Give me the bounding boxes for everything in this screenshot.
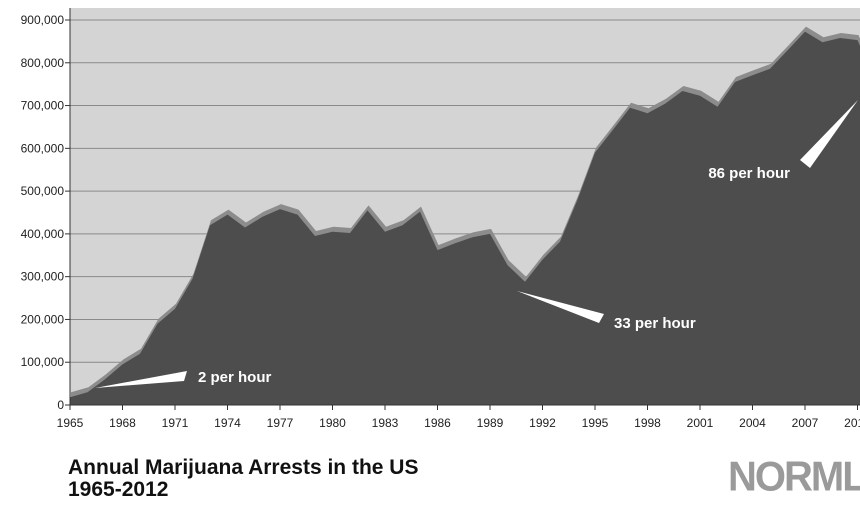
x-tick-label: 1965 [57, 416, 84, 430]
y-tick-label: 200,000 [21, 312, 65, 326]
y-tick-label: 800,000 [21, 56, 65, 70]
y-tick-label: 0 [57, 398, 64, 412]
x-tick-label: 1989 [477, 416, 504, 430]
y-tick-label: 300,000 [21, 270, 65, 284]
x-tick-label: 1995 [582, 416, 609, 430]
y-tick-label: 100,000 [21, 355, 65, 369]
x-axis: 1965 1968 1971 1974 1977 1980 1983 1986 1989 1992… [57, 405, 860, 430]
y-axis: 0 100,000 200,000 300,000 400,000 500,000 600,… [21, 13, 70, 412]
x-tick-label: 1977 [267, 416, 294, 430]
annotations: 2 per hour 33 per hour 86 per hour [95, 100, 858, 388]
x-tick-label: 2004 [739, 416, 766, 430]
annotation-pointer [517, 291, 604, 323]
y-tick-label: 400,000 [21, 227, 65, 241]
annotation-pointer [800, 100, 858, 168]
chart-title-block: Annual Marijuana Arrests in the US 1965-… [68, 457, 418, 501]
y-tick-label: 900,000 [21, 13, 65, 27]
x-tick-label: 1992 [529, 416, 556, 430]
y-tick-label: 700,000 [21, 99, 65, 113]
chart-subtitle: 1965-2012 [68, 478, 169, 501]
chart-title: Annual Marijuana Arrests in the US [68, 456, 419, 479]
arrests-area [70, 31, 860, 405]
x-tick-label: 2010 [844, 416, 860, 430]
x-tick-label: 1968 [109, 416, 136, 430]
annotation-label: 2 per hour [198, 369, 272, 386]
annotation-label: 33 per hour [614, 315, 696, 332]
annotation-label: 86 per hour [708, 165, 790, 182]
x-tick-label: 1971 [162, 416, 189, 430]
x-tick-label: 1986 [424, 416, 451, 430]
norml-logo: NORML [728, 453, 860, 501]
y-tick-label: 500,000 [21, 184, 65, 198]
y-tick-label: 600,000 [21, 141, 65, 155]
annotation-pointer [95, 371, 187, 388]
x-tick-label: 2007 [792, 416, 819, 430]
x-tick-label: 1998 [634, 416, 661, 430]
x-tick-label: 1983 [372, 416, 399, 430]
x-tick-label: 1980 [319, 416, 346, 430]
chart: 0 100,000 200,000 300,000 400,000 500,000 600,… [21, 8, 860, 430]
x-tick-label: 1974 [214, 416, 241, 430]
x-tick-label: 2001 [687, 416, 714, 430]
